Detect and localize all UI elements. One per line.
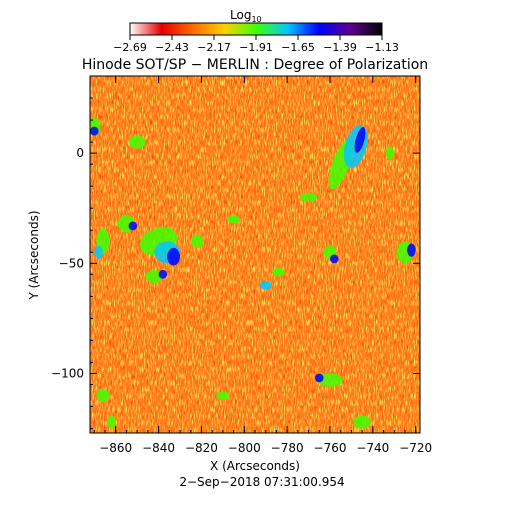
- polarization-feature: [90, 126, 99, 136]
- x-tick-label: −800: [228, 441, 261, 455]
- x-tick-label: −840: [142, 441, 175, 455]
- x-tick-label: −780: [271, 441, 304, 455]
- chart-title: Hinode SOT/SP − MERLIN : Degree of Polar…: [82, 57, 428, 73]
- y-tick-label: −100: [51, 367, 84, 381]
- colorbar-tick-label: −1.91: [239, 41, 273, 54]
- x-tick-label: −740: [356, 441, 389, 455]
- y-axis-label: Y (Arcseconds): [27, 210, 41, 300]
- colorbar: [129, 22, 383, 36]
- date-footer: 2−Sep−2018 07:31:00.954: [179, 475, 344, 489]
- colorbar-tick-label: −2.43: [155, 41, 189, 54]
- polarization-feature: [272, 267, 286, 277]
- polarization-feature: [330, 254, 339, 264]
- x-tick-label: −760: [314, 441, 347, 455]
- polarization-features: [90, 117, 416, 429]
- polarization-feature: [190, 234, 204, 248]
- colorbar-tick-label: −1.39: [323, 41, 357, 54]
- colorbar-ticks: −2.69 −2.43 −2.17 −1.91 −1.65 −1.39 −1.13: [113, 35, 399, 54]
- x-tick-label: −720: [399, 441, 432, 455]
- heatmap: [90, 76, 420, 433]
- colorbar-tick-label: −2.69: [113, 41, 147, 54]
- heatmap-speckle: [90, 76, 420, 433]
- polarization-feature: [317, 373, 343, 387]
- colorbar-label: Log10: [230, 8, 262, 24]
- polarization-feature: [158, 269, 168, 279]
- polarization-feature: [128, 135, 146, 149]
- polarization-feature: [353, 415, 371, 429]
- polarization-feature: [107, 415, 116, 429]
- y-tick-label: 0: [76, 146, 84, 160]
- polarization-feature: [216, 391, 230, 400]
- y-tick-label: −50: [59, 256, 84, 270]
- x-axis-label: X (Arcseconds): [210, 459, 300, 473]
- polarization-feature: [145, 269, 163, 284]
- x-tick-label: −860: [99, 441, 132, 455]
- polarization-feature: [227, 214, 240, 224]
- colorbar-tick-label: −1.13: [365, 41, 399, 54]
- polarization-feature: [407, 243, 416, 257]
- colorbar-tick-label: −2.17: [197, 41, 231, 54]
- polarization-feature: [385, 146, 395, 160]
- polarization-feature: [94, 245, 103, 259]
- x-axis-ticks: −860 −840 −820 −800 −780 −760 −740 −720: [93, 76, 432, 455]
- polarization-feature: [96, 388, 110, 403]
- colorbar-tick-label: −1.65: [281, 41, 315, 54]
- polarization-feature: [167, 247, 180, 266]
- polarization-feature: [315, 373, 324, 383]
- x-tick-label: −820: [185, 441, 218, 455]
- polarization-feature: [128, 221, 138, 231]
- y-axis-ticks: 0 −50 −100: [51, 75, 420, 430]
- polarization-feature: [354, 127, 366, 153]
- polarization-feature: [300, 192, 318, 202]
- polarization-feature: [259, 280, 273, 290]
